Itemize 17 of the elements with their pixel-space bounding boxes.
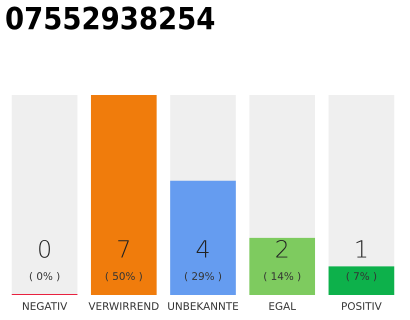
x-tick-label: NEGATIV [22,302,68,310]
annotation: ( 0% ) [30,272,60,282]
x-tick-label: EGAL [269,302,296,310]
data-label: 1 [356,240,366,258]
annotation: ( 29% ) [184,272,222,282]
x-tick-label: VERWIRREND [88,302,159,310]
chart-title: 07552938254 [6,6,214,30]
annotation: ( 50% ) [106,272,142,282]
x-tick-label: UNBEKANNTE [168,302,238,310]
x-tick-label: POSITIV [342,302,382,310]
data-label: 2 [276,240,288,258]
data-label: 7 [118,240,129,258]
bar [328,266,394,295]
data-label: 4 [196,240,209,258]
annotation: ( 14% ) [264,272,300,282]
annotation: ( 7% ) [346,272,376,282]
data-label: 0 [39,240,50,258]
